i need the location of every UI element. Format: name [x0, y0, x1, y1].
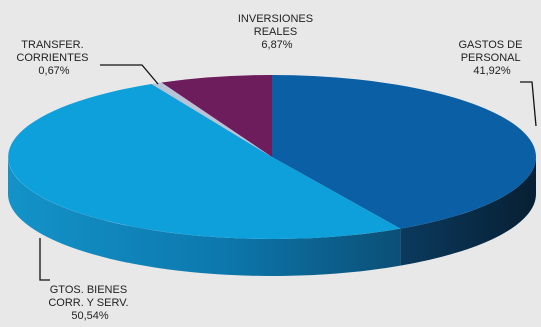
pie-slices	[8, 75, 537, 239]
slice-gtos-bienes	[8, 84, 401, 239]
slice-gtos-bienes-side	[7, 157, 401, 277]
label-gastos-personal: GASTOS DE PERSONAL 41,92%	[458, 39, 525, 77]
leader-line-gtos-bienes	[39, 238, 50, 281]
slice-inversiones-reales	[161, 75, 272, 157]
label-gtos-bienes: GTOS. BIENES CORR. Y SERV. 50,54%	[48, 284, 131, 322]
pie-sides	[7, 157, 536, 277]
slice-transfer-corrientes	[151, 82, 272, 157]
slice-gastos-personal	[272, 75, 537, 229]
label-transfer-corrientes: TRANSFER. CORRIENTES 0,67%	[16, 39, 91, 77]
leader-line-transfer	[100, 64, 159, 85]
label-inversiones-reales: INVERSIONES REALES 6,87%	[238, 13, 316, 51]
slice-gastos-personal-side	[400, 157, 536, 266]
leader-line-gastos-personal	[520, 81, 537, 127]
